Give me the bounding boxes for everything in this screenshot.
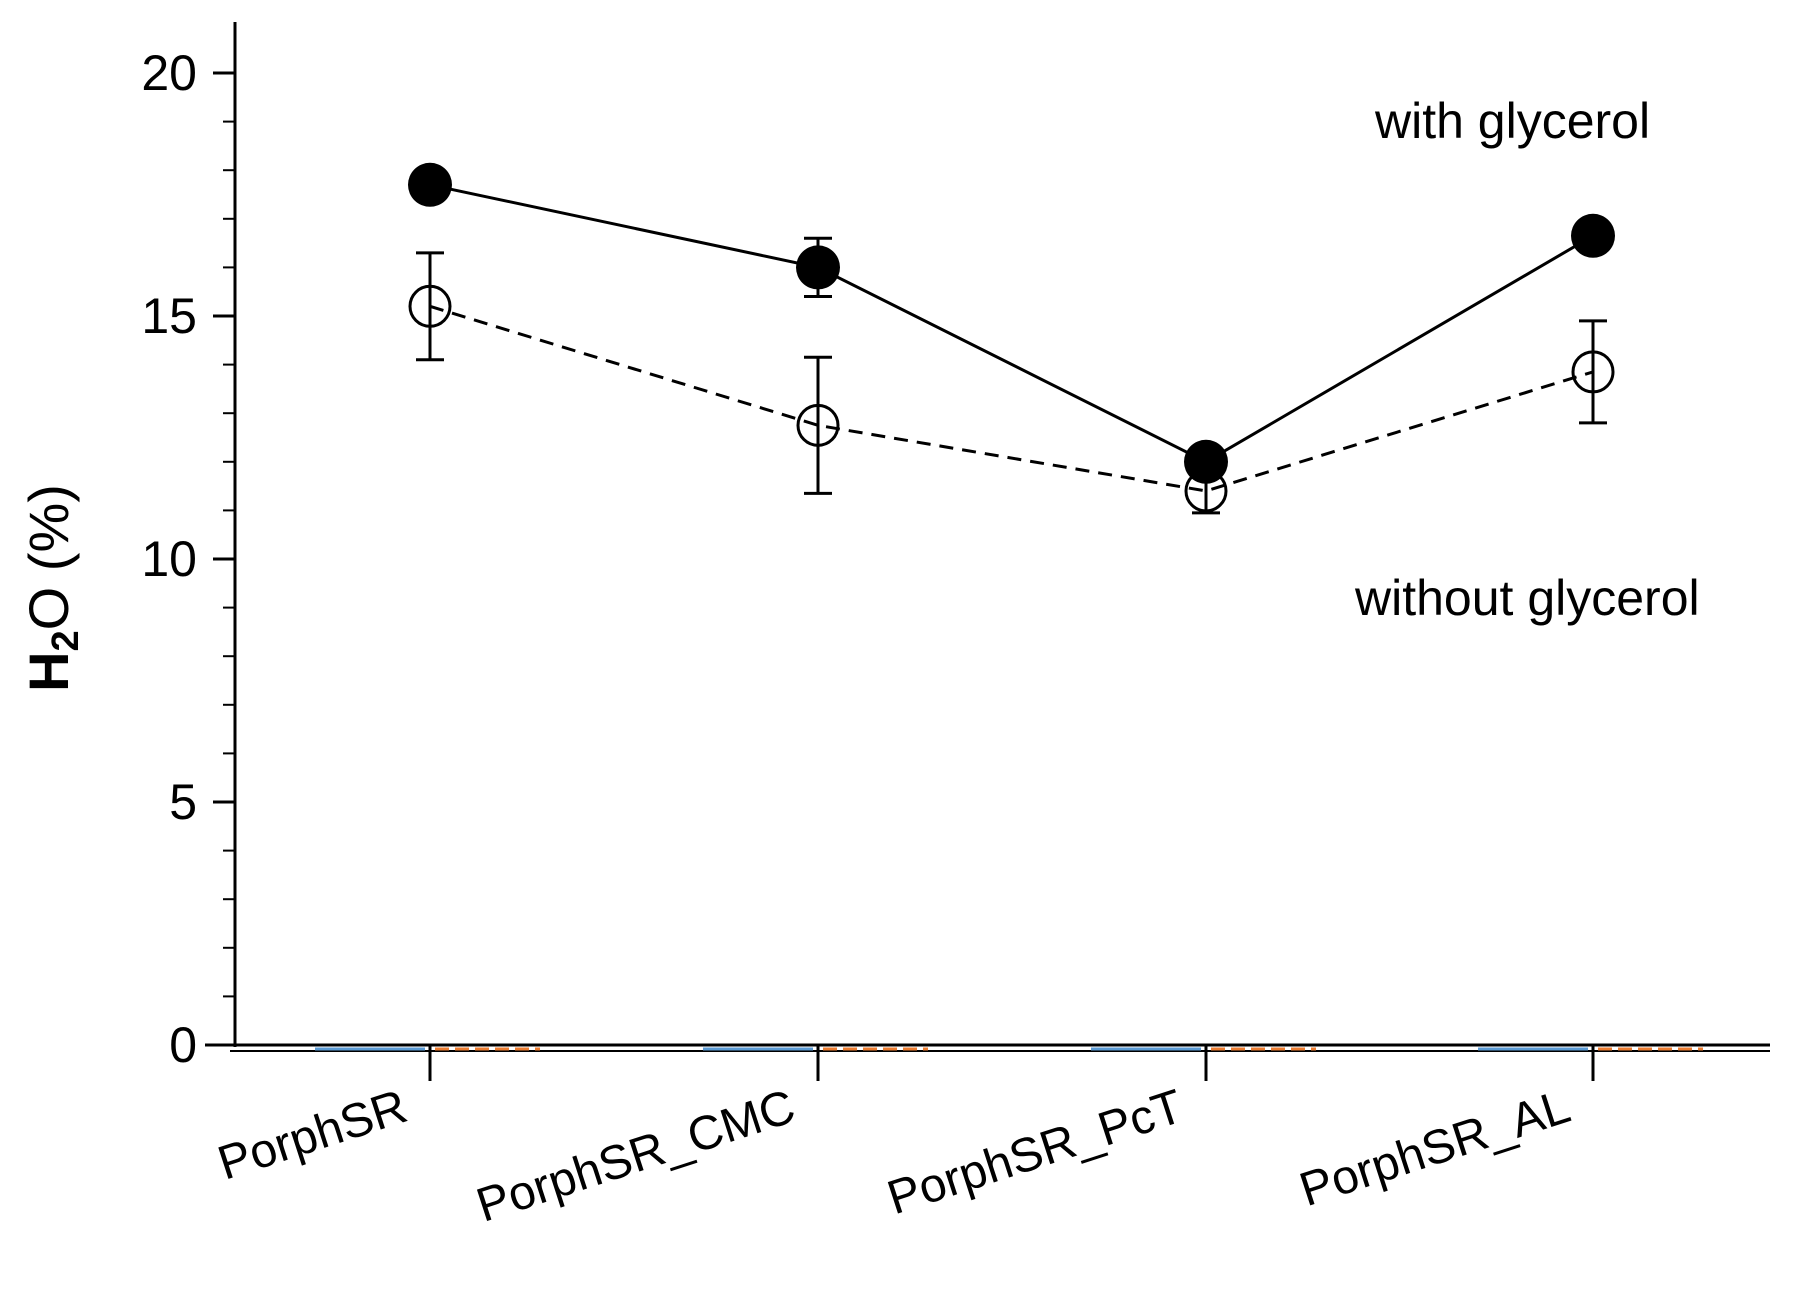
y-axis-label-main: H (17, 651, 80, 691)
x-category-label: PorphSR (212, 1080, 414, 1191)
data-point-filled (1571, 213, 1615, 258)
y-tick-label: 15 (141, 288, 197, 344)
data-point-filled (408, 162, 452, 207)
y-tick-label: 10 (141, 531, 197, 587)
axes (205, 22, 1770, 1081)
y-tick-label: 5 (169, 774, 197, 830)
series-line (429, 183, 1594, 464)
y-tick-label: 0 (169, 1017, 197, 1073)
data-point-filled (1184, 439, 1228, 484)
y-tick-label: 20 (141, 45, 197, 101)
series-layer (408, 162, 1615, 515)
x-category-label: PorphSR_CMC (470, 1080, 801, 1233)
x-category-label: PorphSR_PcT (881, 1080, 1189, 1225)
series-label-with-glycerol: with glycerol (1374, 93, 1650, 149)
series-line (429, 304, 1594, 493)
series-with-glycerol (408, 162, 1615, 484)
series-without-glycerol (408, 251, 1615, 515)
data-point-open (1571, 350, 1615, 394)
y-axis-label-rest: O (%) (17, 484, 80, 630)
data-point-open (796, 403, 840, 447)
labels: 0 5 10 15 20 PorphSR PorphSR_CMC PorphSR_PcT Por… (141, 45, 1576, 1233)
data-point-open (408, 284, 452, 328)
y-axis-label: H2O (%) (17, 484, 87, 692)
x-category-label: PorphSR_AL (1294, 1080, 1577, 1217)
y-axis-label-sub: 2 (45, 630, 87, 651)
series-label-without-glycerol: without glycerol (1354, 570, 1700, 626)
data-point-filled (796, 245, 840, 290)
